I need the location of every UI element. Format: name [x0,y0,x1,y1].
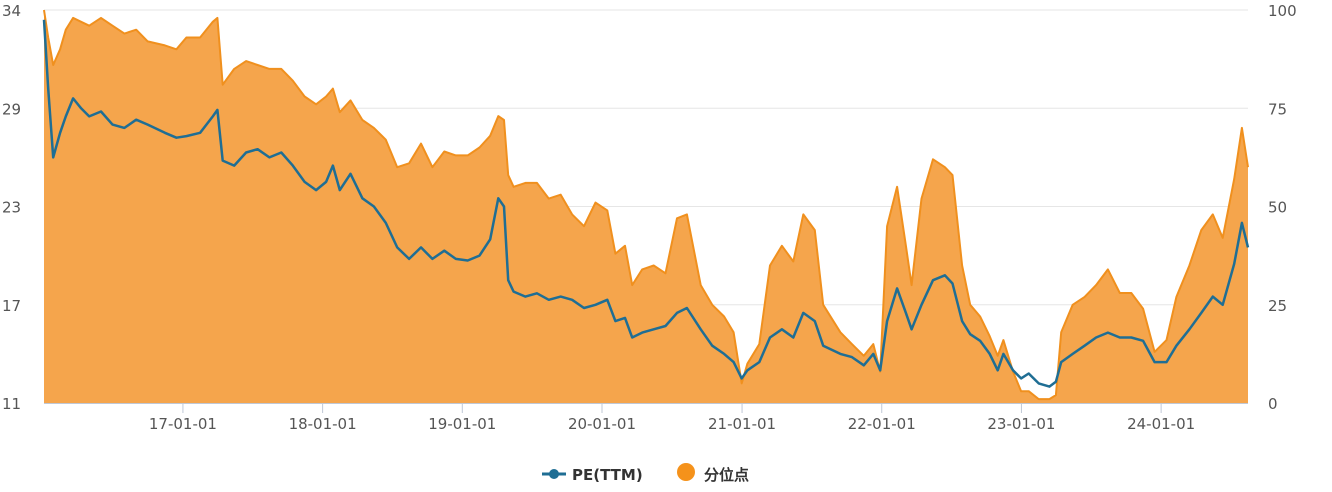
y-left-tick-label: 34 [2,2,21,20]
y-right-tick-label: 100 [1268,2,1297,20]
x-tick-label: 19-01-01 [428,415,496,433]
x-tick-label: 22-01-01 [848,415,916,433]
y-right-tick-label: 75 [1268,100,1287,118]
y-right-tick-label: 25 [1268,297,1287,315]
x-tick-label: 20-01-01 [568,415,636,433]
y-left-tick-label: 11 [2,395,21,413]
pe-series-line [42,19,1250,388]
y-right-tick-label: 0 [1268,395,1278,413]
legend: PE(TTM) 分位点 [542,463,749,484]
x-tick-label: 23-01-01 [987,415,1055,433]
y-left-tick-label: 17 [2,297,21,315]
legend-label-percentile: 分位点 [704,466,749,484]
x-tick-label: 17-01-01 [149,415,217,433]
x-tick-label: 24-01-01 [1127,415,1195,433]
pe-line-layer [42,19,1250,388]
legend-pe-marker [549,469,559,479]
legend-item-percentile[interactable]: 分位点 [677,463,749,484]
percentile-area [44,10,1248,403]
legend-label-pe: PE(TTM) [572,466,643,484]
percentile-series-line [43,9,1249,401]
x-tick-label: 21-01-01 [708,415,776,433]
y-left-tick-label: 29 [2,100,21,118]
x-tick-label: 18-01-01 [289,415,357,433]
y-left-tick-label: 23 [2,199,21,217]
tick-label-layer: 17-01-01 18-01-01 19-01-01 20-01-01 21-01-01… [2,2,1297,433]
legend-item-pe[interactable]: PE(TTM) [542,466,643,484]
axis-layer [44,403,1248,413]
y-right-tick-label: 50 [1268,199,1287,217]
filled-circle-icon [677,463,695,481]
percentile-area-layer [43,9,1249,403]
